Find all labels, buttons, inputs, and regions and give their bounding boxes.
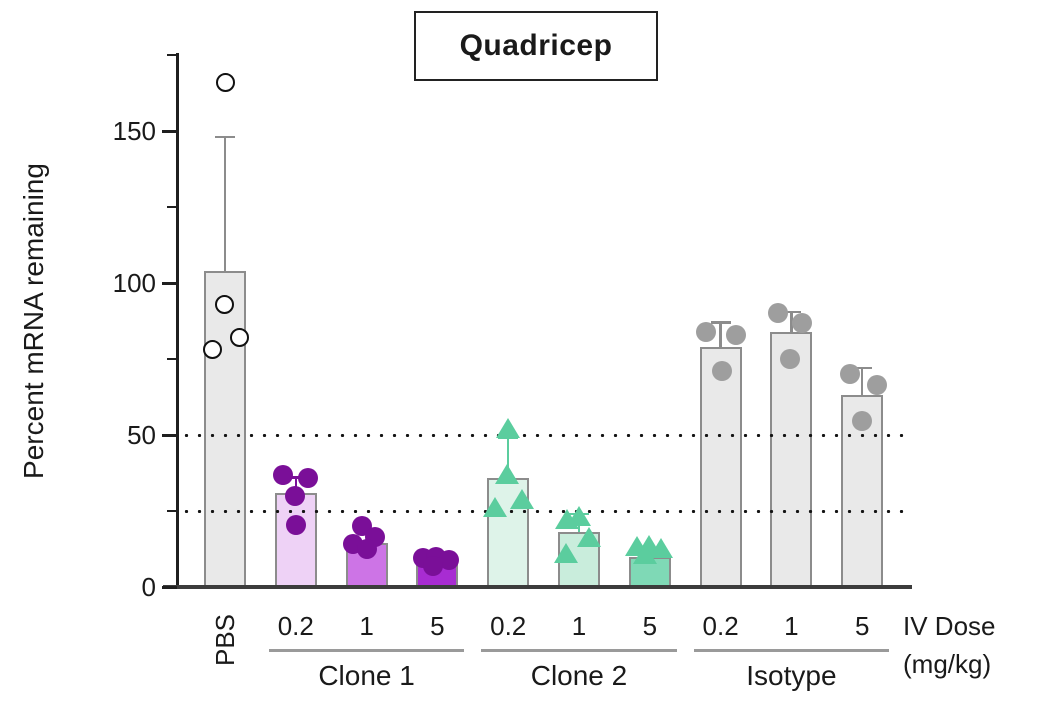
bar-clone-1-0.2 [274, 492, 317, 588]
x-axis-caption-line1: IV Dose [903, 611, 996, 641]
x-label-pbs: PBS [210, 613, 240, 667]
y-major-tick-50 [162, 433, 177, 437]
data-point-circle [285, 514, 306, 535]
data-point-triangle [554, 542, 578, 563]
dotted-reference-line-50 [180, 433, 905, 437]
dose-label-1: 1 [784, 611, 799, 641]
data-point-circle [356, 539, 377, 559]
data-point-circle [272, 464, 293, 485]
data-point-circle [840, 364, 861, 385]
x-axis-line [163, 585, 912, 589]
y-tick-label-100: 100 [112, 268, 156, 298]
y-major-tick-150 [162, 129, 177, 133]
data-point-circle [867, 374, 888, 395]
data-point-circle [792, 312, 813, 333]
y-tick-label-50: 50 [127, 420, 156, 450]
error-bar-cap [285, 476, 306, 479]
data-point-open-circle [215, 72, 235, 92]
data-point-circle [297, 467, 318, 488]
group-underline-clone-2 [481, 649, 677, 652]
bar-isotype-0.2 [699, 346, 742, 588]
group-label-clone-2: Clone 2 [530, 660, 628, 691]
y-minor-tick-125 [167, 205, 177, 209]
y-tick-label-150: 150 [112, 116, 156, 146]
data-point-circle [711, 361, 732, 382]
data-point-triangle [483, 496, 508, 517]
data-point-triangle [495, 463, 520, 484]
error-bar-cap [498, 436, 519, 440]
y-major-tick-0 [162, 585, 177, 589]
data-point-circle [695, 321, 716, 342]
dose-label-0.2: 0.2 [490, 611, 527, 641]
y-major-tick-100 [162, 281, 177, 285]
error-bar-cap [852, 366, 873, 370]
data-point-circle [284, 485, 305, 506]
group-underline-clone-1 [268, 649, 465, 652]
error-bar-cap [710, 321, 731, 324]
data-point-open-circle [229, 328, 249, 348]
error-bar-line [223, 137, 227, 271]
y-axis-line [176, 53, 179, 588]
dotted-reference-line-25 [180, 509, 905, 513]
error-bar-line [790, 311, 793, 332]
error-bar-line [719, 322, 722, 347]
group-label-clone-1: Clone 1 [318, 660, 415, 691]
bar-isotype-5 [841, 395, 884, 588]
y-minor-tick-175 [167, 53, 177, 57]
group-label-isotype: Isotype [746, 660, 837, 691]
data-point-triangle [632, 544, 657, 565]
bar-isotype-1 [770, 331, 813, 588]
error-bar-cap [781, 310, 802, 314]
error-bar-line [860, 368, 864, 396]
chart-title-box: Quadricep [414, 11, 658, 81]
data-point-triangle [555, 509, 579, 530]
data-point-triangle [510, 489, 535, 510]
bar-pbs-pbs [204, 270, 246, 588]
dose-label-5: 5 [642, 611, 658, 641]
data-point-circle [780, 349, 801, 369]
data-point-circle [852, 411, 873, 432]
data-point-circle [439, 549, 460, 570]
group-underline-isotype [693, 649, 890, 652]
data-point-open-circle [202, 340, 222, 360]
data-point-circle [423, 555, 444, 576]
error-bar-line [506, 438, 510, 478]
x-axis-caption-line2: (mg/kg) [903, 649, 992, 679]
dose-label-1: 1 [571, 611, 587, 641]
dose-label-1: 1 [359, 611, 374, 641]
data-point-triangle [577, 527, 601, 548]
error-bar-line [294, 477, 298, 493]
dose-label-5: 5 [430, 611, 445, 641]
y-minor-tick-75 [167, 357, 177, 361]
error-bar-cap [215, 135, 235, 139]
y-minor-tick-25 [167, 509, 177, 513]
data-point-circle [725, 324, 746, 345]
y-tick-label-0: 0 [141, 572, 156, 602]
data-point-open-circle [214, 294, 234, 314]
data-point-triangle [496, 417, 521, 438]
dose-label-0.2: 0.2 [702, 611, 739, 641]
dose-label-5: 5 [854, 611, 870, 641]
dose-label-0.2: 0.2 [277, 611, 314, 641]
data-point-circle [768, 303, 789, 324]
chart-title: Quadricep [459, 29, 613, 62]
